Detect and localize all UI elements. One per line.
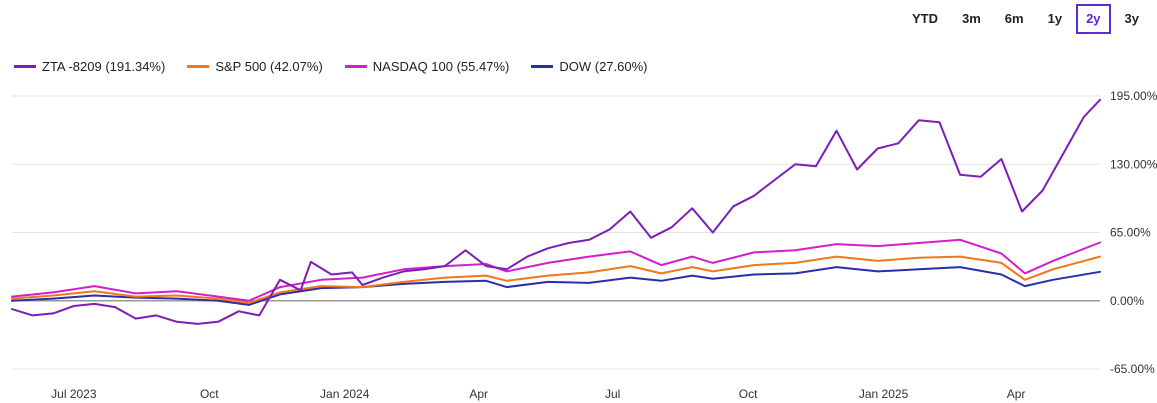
legend-label: DOW (27.60%) [559,59,648,74]
range-button-3y[interactable]: 3y [1124,11,1139,26]
legend-item-nasdaq[interactable]: NASDAQ 100 (55.47%) [344,59,510,74]
series-line-3 [11,266,1101,306]
legend-swatch [344,65,367,68]
legend-item-dow[interactable]: DOW (27.60%) [531,59,648,74]
range-button-2y[interactable]: 2y [1076,4,1111,34]
x-tick-label: Apr [469,387,488,401]
range-button-3m[interactable]: 3m [962,11,981,26]
range-button-6m[interactable]: 6m [1004,11,1024,26]
y-tick-label: -65.00% [1110,362,1155,376]
x-tick-label: Jul [605,387,620,401]
y-tick-label: 0.00% [1110,294,1144,308]
legend-label: NASDAQ 100 (55.47%) [372,59,510,74]
legend-label: ZTA -8209 (191.34%) [42,59,166,74]
x-tick-label: Jul 2023 [51,387,97,401]
chart-legend: ZTA -8209 (191.34%) S&P 500 (42.07%) NAS… [14,59,648,74]
x-tick-label: Oct [200,387,219,401]
x-tick-label: Jan 2024 [320,387,370,401]
legend-label: S&P 500 (42.07%) [215,59,323,74]
y-tick-label: 130.00% [1110,157,1157,171]
series-line-0 [11,98,1101,325]
y-tick-label: 65.00% [1110,226,1151,240]
legend-swatch [187,65,210,68]
legend-item-zta[interactable]: ZTA -8209 (191.34%) [14,59,165,74]
range-button-1y[interactable]: 1y [1047,11,1063,26]
series-line-1 [11,255,1101,304]
range-button-ytd[interactable]: YTD [912,11,938,26]
y-tick-label: 195.00% [1110,89,1157,103]
series-line-2 [11,238,1101,302]
legend-item-sp500[interactable]: S&P 500 (42.07%) [187,59,323,74]
legend-swatch [14,65,36,68]
x-tick-label: Apr [1007,387,1026,401]
x-tick-label: Oct [739,387,758,401]
time-range-selector: YTD 3m 6m 1y 2y 3y [902,4,1149,34]
legend-swatch [531,65,554,68]
x-tick-label: Jan 2025 [859,387,909,401]
